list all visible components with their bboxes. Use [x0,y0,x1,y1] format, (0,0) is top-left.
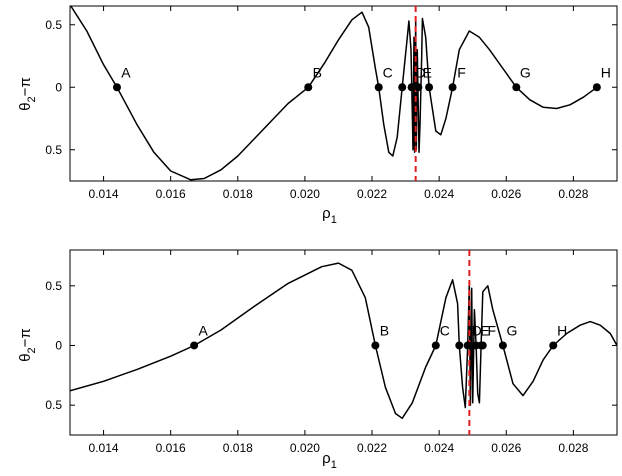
x-axis-label-main: ρ [322,205,331,222]
x-tick-label: 0.024 [424,187,454,201]
x-tick-label: 0.026 [491,187,521,201]
data-point [407,83,416,92]
y-axis-label-sub: 2 [26,96,38,102]
x-tick-label: 0.014 [89,441,119,455]
x-tick-label: 0.026 [491,441,521,455]
series-line [70,6,598,181]
y-tick-label: 0.5 [45,143,62,157]
y-axis-label-main: θ [17,102,34,110]
point-label: H [601,64,611,80]
point-label: H [557,322,567,338]
x-tick-label: 0.020 [290,187,320,201]
data-point [463,341,472,350]
x-tick-label: 0.024 [424,441,454,455]
y-tick-label: 0.5 [45,18,62,32]
bottom-panel: 0.014 0.016 0.018 0.020 0.022 0.024 0.026 0.028… [17,249,618,471]
x-tick-label: 0.018 [223,441,253,455]
y-tick-label: 0.5 [45,279,62,293]
x-axis-label-sub: 1 [331,459,337,471]
point-label: B [313,64,322,80]
point-label: A [198,322,208,338]
point-label: D [472,322,482,338]
point-label: G [520,64,531,80]
data-point [374,83,383,92]
point-label: D [416,64,426,80]
point-label: F [487,322,496,338]
y-tick-label: 0 [55,338,62,352]
y-tick-label: 0 [55,80,62,94]
x-tick-label: 0.028 [558,187,588,201]
x-tick-label: 0.016 [156,441,186,455]
y-tick-label: 0.5 [45,398,62,412]
point-label: F [457,64,466,80]
series-line [70,262,617,420]
x-axis-label-main: ρ [322,450,331,467]
x-axis-label-sub: 1 [331,214,337,226]
data-point [398,83,407,92]
x-axis-label: ρ1 [322,205,337,226]
point-label: C [440,322,450,338]
data-point [371,341,380,350]
axes-frame [69,5,618,182]
y-axis-label-tail: −π [17,328,34,347]
y-axis-label-main: θ [17,353,34,361]
x-tick-label: 0.020 [290,441,320,455]
x-tick-label: 0.014 [89,187,119,201]
point-label: E [480,322,489,338]
data-point [448,83,457,92]
data-point [112,83,121,92]
data-point [478,341,487,350]
y-axis-label: θ2−π [17,328,38,362]
point-label: G [506,322,517,338]
point-label: E [423,64,432,80]
point-label: A [121,64,131,80]
x-axis-label: ρ1 [322,450,337,471]
point-label: B [380,322,389,338]
data-point [455,341,464,350]
point-label: C [383,64,393,80]
y-axis-label-sub: 2 [26,347,38,353]
x-tick-label: 0.022 [357,441,387,455]
data-point [304,83,313,92]
data-point [549,341,558,350]
data-point [425,83,434,92]
data-point [190,341,199,350]
data-point [592,83,601,92]
x-tick-label: 0.022 [357,187,387,201]
x-tick-label: 0.028 [558,441,588,455]
x-tick-label: 0.016 [156,187,186,201]
data-point [414,83,423,92]
x-tick-label: 0.018 [223,187,253,201]
y-axis-label-tail: −π [17,77,34,96]
data-point [512,83,521,92]
y-axis-label: θ2−π [17,77,38,111]
axes-frame [69,249,618,436]
data-point [431,341,440,350]
data-point [498,341,507,350]
top-panel: 0.014 0.016 0.018 0.020 0.022 0.024 0.026 0.028… [17,5,618,226]
